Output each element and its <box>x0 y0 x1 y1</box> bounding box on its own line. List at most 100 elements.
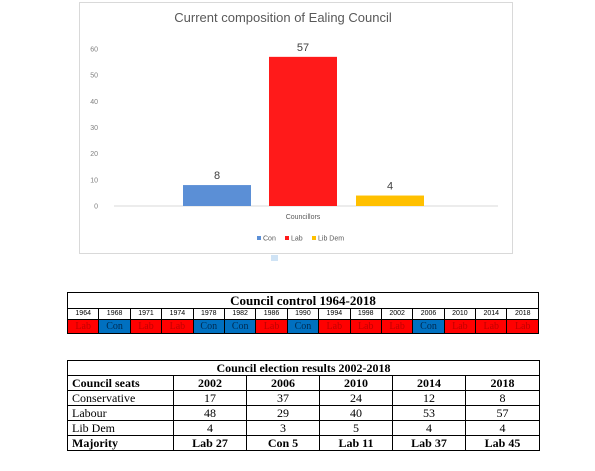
x-axis-category-label: Councillors <box>286 214 321 221</box>
control-year-cell: 1971 <box>129 308 163 320</box>
value-cell: 2010 <box>319 375 393 391</box>
value-cell: 37 <box>246 390 320 406</box>
row-label-cell: Council seats <box>67 375 174 391</box>
control-year-cell: 1982 <box>223 308 257 320</box>
control-party-cell: Lab <box>255 319 288 334</box>
value-cell: 2018 <box>464 375 541 391</box>
legend-swatch <box>257 236 261 240</box>
control-party-row: Lab Con Lab Lab Con Con Lab Con Lab Lab Lab Con Lab L… <box>66 319 539 334</box>
control-party-cell: Lab <box>443 319 477 334</box>
value-cell: Lab 45 <box>464 435 541 451</box>
control-party-cell: Con <box>412 319 445 334</box>
composition-chart: Current composition of Ealing Council 0 1… <box>79 2 513 254</box>
control-year-cell: 1986 <box>255 308 288 320</box>
control-party-cell: Lab <box>66 319 100 334</box>
value-cell: 48 <box>173 405 247 421</box>
chart-svg: Current composition of Ealing Council 0 1… <box>90 10 498 243</box>
results-data-row: Labour 48 29 40 53 57 <box>67 405 541 421</box>
control-year-cell: 1974 <box>161 308 194 320</box>
results-data-row: Conservative 17 37 24 12 8 <box>67 390 541 406</box>
control-party-cell: Lab <box>475 319 508 334</box>
control-party-cell: Con <box>223 319 257 334</box>
control-party-cell: Lab <box>349 319 382 334</box>
control-party-cell: Lab <box>161 319 194 334</box>
y-tick-label: 10 <box>90 177 98 184</box>
control-party-cell: Lab <box>318 319 351 334</box>
value-cell: 4 <box>173 420 247 436</box>
control-party-cell: Con <box>192 319 225 334</box>
control-party-cell: Con <box>98 319 131 334</box>
value-cell: Lab 27 <box>173 435 247 451</box>
results-table-title: Council election results 2002-2018 <box>66 360 541 376</box>
y-tick-label: 0 <box>94 204 98 211</box>
y-tick-label: 30 <box>90 125 98 132</box>
results-data-row: Lib Dem 4 3 5 4 4 <box>67 420 541 436</box>
data-label: 4 <box>387 181 393 193</box>
value-cell: 29 <box>246 405 320 421</box>
value-cell: 53 <box>392 405 466 421</box>
control-year-cell: 1994 <box>318 308 351 320</box>
row-label-cell: Labour <box>67 405 174 421</box>
value-cell: Lab 11 <box>319 435 393 451</box>
value-cell: 4 <box>464 420 541 436</box>
legend-label: Lib Dem <box>318 236 344 243</box>
value-cell: Con 5 <box>246 435 320 451</box>
results-header-row: Council seats 2002 2006 2010 2014 2018 <box>67 375 541 391</box>
bars: 8 57 4 <box>183 42 424 206</box>
legend-swatch <box>285 236 289 240</box>
value-cell: 8 <box>464 390 541 406</box>
council-control-table: Council control 1964-2018 1964 1968 1971 19… <box>66 292 539 334</box>
control-year-cell: 1990 <box>286 308 320 320</box>
value-cell: 5 <box>319 420 393 436</box>
y-tick-label: 60 <box>90 47 98 54</box>
value-cell: Lab 37 <box>392 435 466 451</box>
control-year-cell: 2002 <box>380 308 414 320</box>
election-results-table: Council election results 2002-2018 Counc… <box>66 360 541 451</box>
row-label-cell: Majority <box>67 435 174 451</box>
legend-swatch <box>312 236 316 240</box>
y-axis-ticks: 0 10 20 30 40 50 60 <box>90 47 98 211</box>
control-party-cell: Lab <box>506 319 539 334</box>
bar-lib-dem <box>356 195 424 206</box>
data-label: 8 <box>214 170 220 182</box>
bar-lab <box>269 56 337 206</box>
results-majority-row: Majority Lab 27 Con 5 Lab 11 Lab 37 Lab 45 <box>67 435 541 451</box>
control-party-cell: Lab <box>129 319 163 334</box>
control-years-row: 1964 1968 1971 1974 1978 1982 1986 1990 1994 1998… <box>66 308 539 320</box>
decorative-marker <box>271 255 278 261</box>
legend-label: Con <box>263 236 276 243</box>
control-year-cell: 1968 <box>98 308 131 320</box>
value-cell: 2002 <box>173 375 247 391</box>
y-tick-label: 50 <box>90 73 98 80</box>
value-cell: 17 <box>173 390 247 406</box>
control-year-cell: 1998 <box>349 308 382 320</box>
control-year-cell: 2014 <box>475 308 508 320</box>
data-label: 57 <box>297 42 309 54</box>
value-cell: 57 <box>464 405 541 421</box>
control-year-cell: 2006 <box>412 308 445 320</box>
value-cell: 4 <box>392 420 466 436</box>
y-tick-label: 20 <box>90 151 98 158</box>
value-cell: 12 <box>392 390 466 406</box>
control-year-cell: 1978 <box>192 308 225 320</box>
chart-title: Current composition of Ealing Council <box>174 10 392 25</box>
chart-legend: Con Lab Lib Dem <box>257 236 344 243</box>
control-year-cell: 1964 <box>66 308 100 320</box>
value-cell: 24 <box>319 390 393 406</box>
results-title-row: Council election results 2002-2018 <box>66 360 541 376</box>
row-label-cell: Lib Dem <box>67 420 174 436</box>
value-cell: 40 <box>319 405 393 421</box>
control-party-cell: Lab <box>380 319 414 334</box>
value-cell: 2014 <box>392 375 466 391</box>
row-label-cell: Conservative <box>67 390 174 406</box>
legend-label: Lab <box>291 236 303 243</box>
value-cell: 2006 <box>246 375 320 391</box>
control-year-cell: 2018 <box>506 308 539 320</box>
control-party-cell: Con <box>286 319 320 334</box>
value-cell: 3 <box>246 420 320 436</box>
bar-con <box>183 185 251 206</box>
y-tick-label: 40 <box>90 99 98 106</box>
control-table-title: Council control 1964-2018 <box>67 292 539 309</box>
control-year-cell: 2010 <box>443 308 477 320</box>
control-title-row: Council control 1964-2018 <box>67 292 539 309</box>
